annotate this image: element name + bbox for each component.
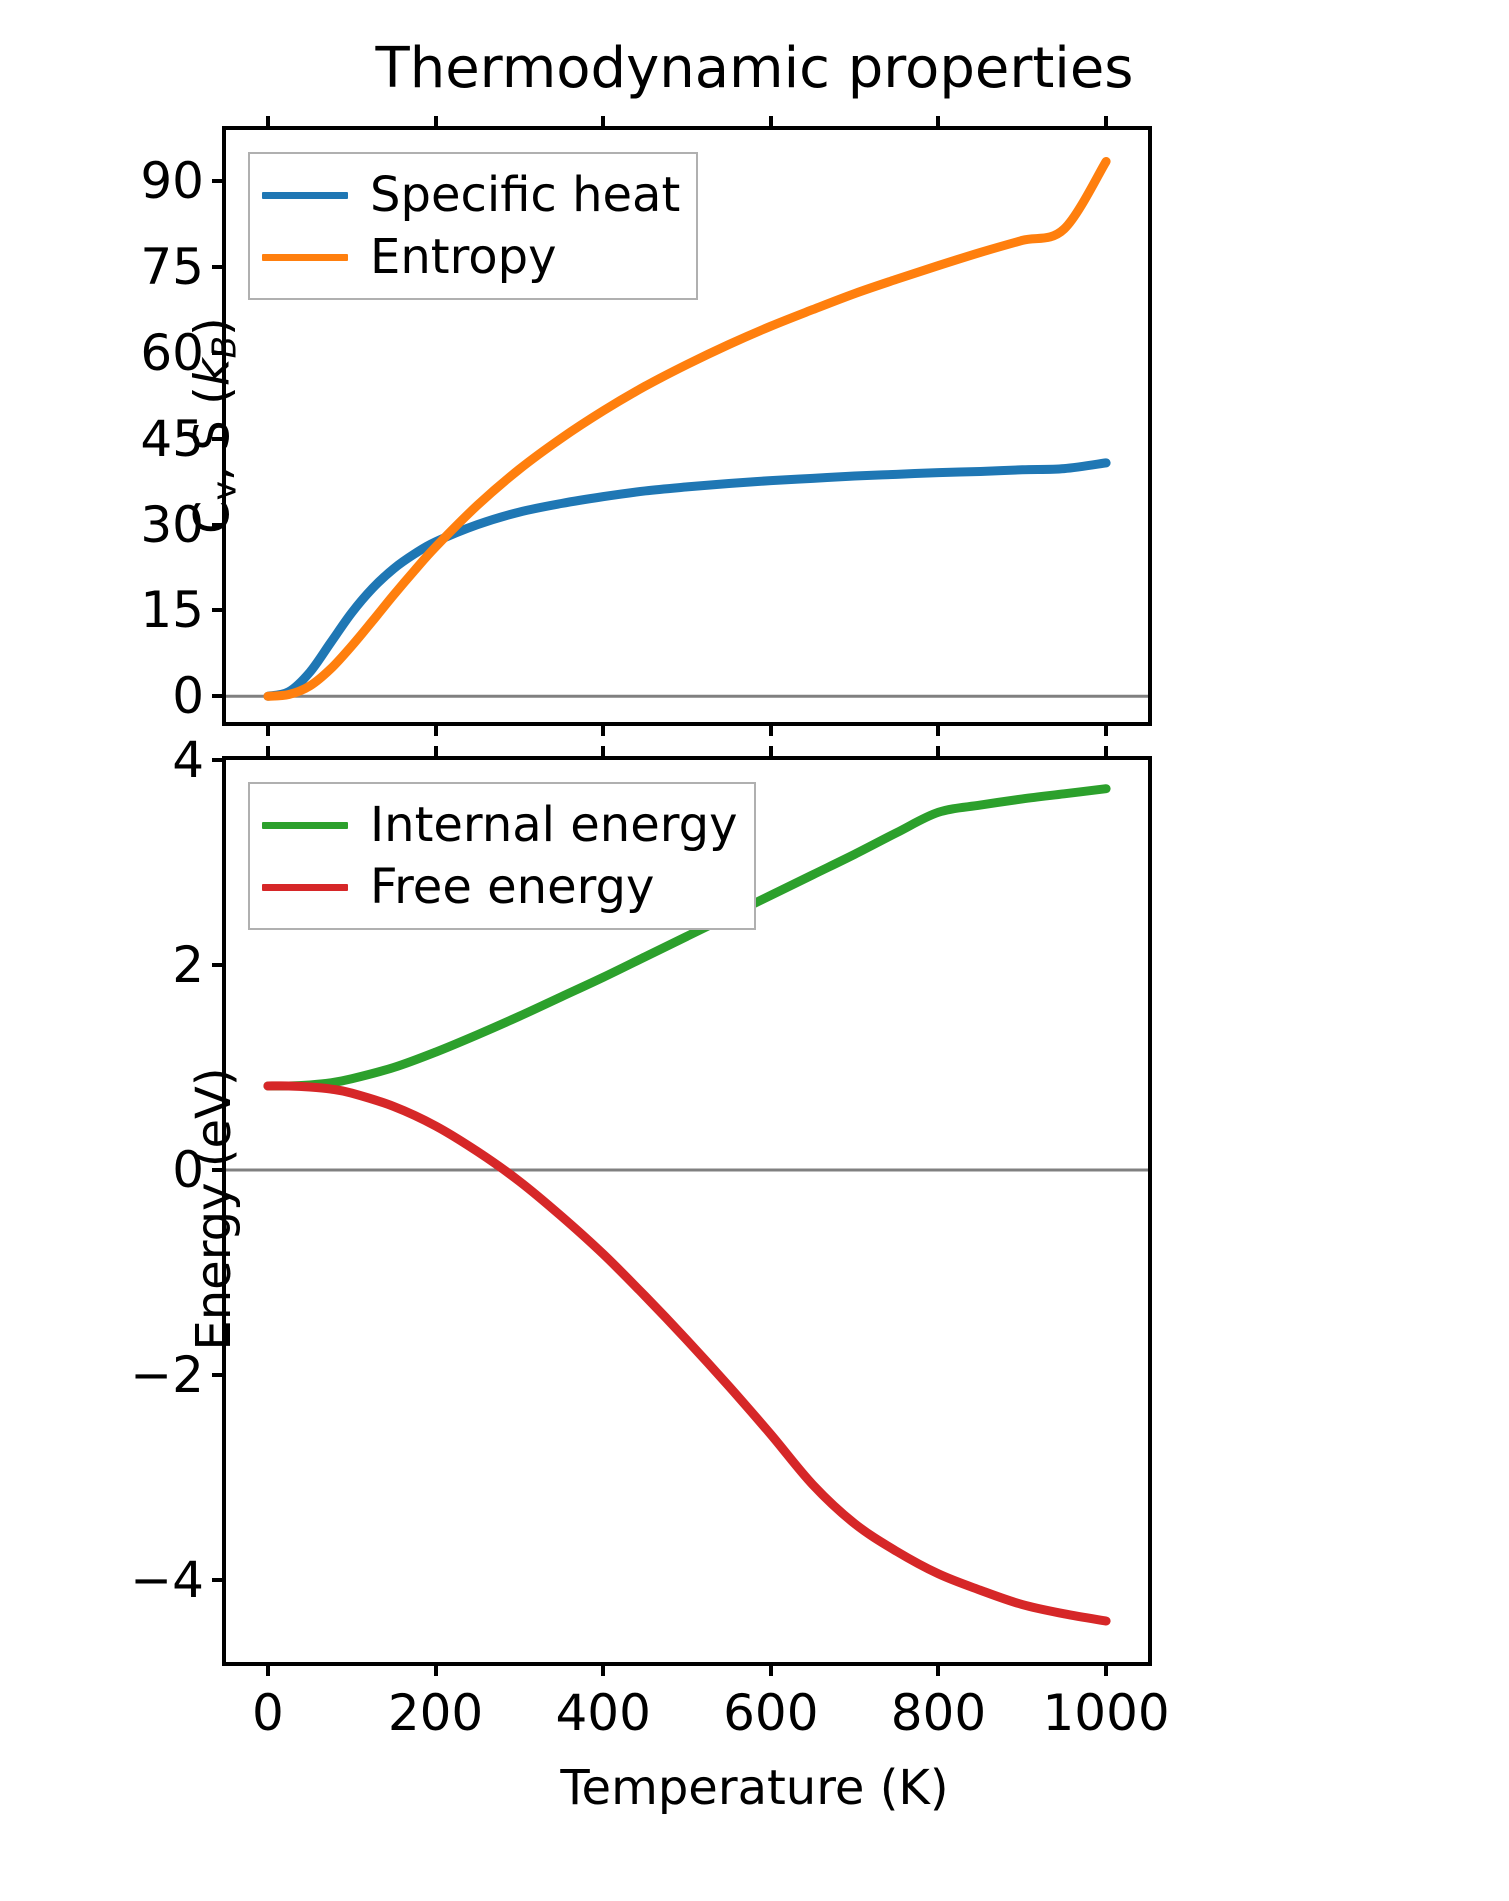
y-tick-label: 45 — [140, 409, 204, 468]
y-tick-label: 30 — [140, 495, 204, 554]
x-tick-mark — [1104, 1662, 1109, 1676]
y-tick-label: 0 — [172, 667, 204, 726]
page-title: Thermodynamic properties — [375, 36, 1134, 101]
y-axis-label-bottom: Energy (eV) — [186, 1067, 242, 1351]
x-tick-label: 800 — [890, 1684, 987, 1742]
y-tick-mark — [212, 1578, 226, 1582]
axes-top-panel: 0 15 30 45 60 75 90 Cv, S (kB) Specific heat E… — [140, 116, 1152, 736]
y-tick-mark — [212, 758, 226, 762]
y-tick-label: 90 — [140, 152, 204, 211]
x-tick-mark — [936, 1662, 941, 1676]
x-tick-mark — [768, 1662, 773, 1676]
plot-area-top — [226, 130, 1148, 722]
x-tick-mark-top — [265, 746, 270, 760]
legend-label-free-energy: Free energy — [370, 859, 655, 915]
y-tick-label: −4 — [130, 1551, 204, 1609]
x-tick-mark-top — [1104, 746, 1109, 760]
axes-bottom-panel: −4 −2 0 2 4 0 200 400 600 800 1000 Energy (eV) In… — [130, 731, 1169, 1742]
x-tick-mark-top — [936, 116, 941, 130]
x-tick-mark — [265, 722, 270, 736]
x-tick-mark-top — [1104, 116, 1109, 130]
x-tick-label: 600 — [723, 1684, 819, 1742]
y-tick-mark — [212, 1168, 226, 1172]
ylabel-mid: , S ( — [184, 386, 241, 482]
y-tick-mark — [212, 265, 226, 270]
x-tick-mark-top — [768, 116, 773, 130]
x-tick-mark — [433, 722, 438, 736]
legend-top-panel: Specific heat Entropy — [248, 152, 699, 300]
series-line-specific-heat — [268, 463, 1106, 696]
legend-item-internal-energy[interactable]: Internal energy — [262, 794, 738, 856]
legend-swatch-free-energy — [262, 883, 348, 891]
y-tick-label: 2 — [172, 936, 204, 994]
y-tick-mark — [212, 694, 226, 699]
legend-label-entropy: Entropy — [370, 229, 557, 285]
y-tick-mark — [212, 522, 226, 527]
legend-item-entropy[interactable]: Entropy — [262, 226, 680, 288]
legend-swatch-entropy — [262, 253, 348, 261]
x-tick-mark-top — [433, 746, 438, 760]
bottom-panel-lines — [226, 760, 1148, 1662]
y-tick-label: −2 — [130, 1346, 204, 1404]
y-tick-label: 60 — [140, 324, 204, 383]
legend-label-specific-heat: Specific heat — [370, 167, 681, 223]
y-tick-mark — [212, 436, 226, 441]
legend-label-internal-energy: Internal energy — [370, 797, 738, 853]
y-tick-label: 0 — [172, 1141, 204, 1199]
x-tick-mark-top — [265, 116, 270, 130]
x-tick-label: 0 — [252, 1684, 284, 1742]
ylabel-k: k — [184, 358, 241, 387]
x-tick-mark-top — [433, 116, 438, 130]
x-axis-label: Temperature (K) — [560, 1760, 949, 1816]
y-tick-mark — [212, 963, 226, 967]
x-tick-mark — [936, 722, 941, 736]
x-tick-mark — [601, 722, 606, 736]
legend-swatch-specific-heat — [262, 191, 348, 199]
legend-item-specific-heat[interactable]: Specific heat — [262, 164, 680, 226]
x-tick-mark — [768, 722, 773, 736]
series-line-free-energy — [268, 1086, 1106, 1621]
ylabel-k-subscript: B — [205, 335, 244, 359]
plot-area-bottom — [226, 760, 1148, 1662]
x-tick-mark — [433, 1662, 438, 1676]
x-tick-label: 200 — [387, 1684, 484, 1742]
x-tick-mark — [265, 1662, 270, 1676]
y-tick-label: 4 — [172, 731, 204, 789]
series-line-entropy — [268, 161, 1106, 696]
legend-item-free-energy[interactable]: Free energy — [262, 856, 738, 918]
ylabel-c: C — [184, 500, 241, 534]
legend-swatch-internal-energy — [262, 821, 348, 829]
y-tick-label: 75 — [140, 238, 204, 297]
x-tick-mark-top — [601, 116, 606, 130]
x-tick-mark-top — [936, 746, 941, 760]
y-tick-mark — [212, 179, 226, 184]
ylabel-suffix: ) — [184, 317, 241, 336]
top-panel-lines — [226, 130, 1148, 722]
legend-bottom-panel: Internal energy Free energy — [248, 782, 756, 930]
y-axis-label-top: Cv, S (kB) — [184, 126, 243, 726]
y-tick-mark — [212, 1373, 226, 1377]
y-tick-label: 15 — [140, 581, 204, 640]
x-tick-mark-top — [768, 746, 773, 760]
x-tick-mark-top — [601, 746, 606, 760]
ylabel-c-subscript: v — [205, 481, 244, 501]
x-tick-mark — [1104, 722, 1109, 736]
x-tick-mark — [601, 1662, 606, 1676]
series-line-internal-energy — [268, 789, 1106, 1086]
y-tick-mark — [212, 351, 226, 356]
y-tick-mark — [212, 608, 226, 613]
x-tick-label: 1000 — [1042, 1684, 1170, 1742]
x-tick-label: 400 — [555, 1684, 651, 1742]
